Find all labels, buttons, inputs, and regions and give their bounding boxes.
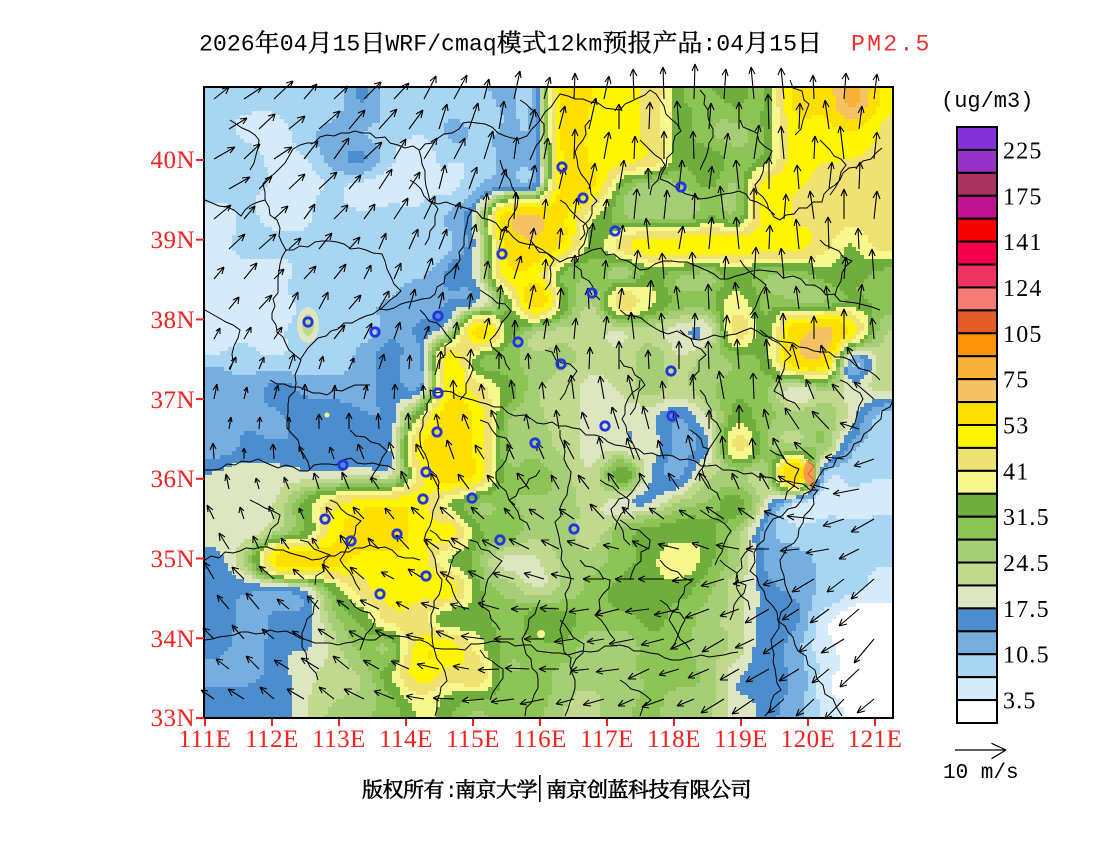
svg-text:175: 175 bbox=[1003, 184, 1043, 210]
svg-text:38N: 38N bbox=[150, 307, 195, 334]
svg-text:12km: 12km bbox=[547, 32, 603, 58]
svg-text:04: 04 bbox=[716, 32, 744, 58]
svg-text:10 m/s: 10 m/s bbox=[943, 762, 1019, 785]
svg-text:121E: 121E bbox=[848, 726, 903, 753]
svg-text:113E: 113E bbox=[312, 726, 366, 753]
svg-text:2026: 2026 bbox=[199, 32, 255, 58]
svg-text:3.5: 3.5 bbox=[1003, 689, 1037, 715]
svg-text:53: 53 bbox=[1003, 414, 1029, 440]
svg-text:33N: 33N bbox=[150, 705, 195, 732]
svg-text:39N: 39N bbox=[150, 227, 195, 254]
svg-text::: : bbox=[702, 32, 716, 58]
svg-text:(ug/m3): (ug/m3) bbox=[941, 89, 1033, 114]
svg-text:105: 105 bbox=[1003, 322, 1043, 348]
svg-text:41: 41 bbox=[1003, 459, 1029, 485]
svg-text:WRF/cmaq: WRF/cmaq bbox=[385, 32, 496, 58]
svg-text:15: 15 bbox=[769, 32, 797, 58]
svg-text:15: 15 bbox=[333, 32, 361, 58]
svg-text:10.5: 10.5 bbox=[1003, 643, 1050, 669]
svg-text:115E: 115E bbox=[446, 726, 500, 753]
svg-text:141: 141 bbox=[1003, 230, 1043, 256]
svg-text:112E: 112E bbox=[245, 726, 299, 753]
svg-text:04: 04 bbox=[280, 32, 308, 58]
svg-text:124: 124 bbox=[1003, 276, 1043, 302]
svg-text:34N: 34N bbox=[150, 626, 195, 653]
svg-text:40N: 40N bbox=[150, 147, 195, 174]
svg-text:225: 225 bbox=[1003, 138, 1043, 164]
svg-text:114E: 114E bbox=[379, 726, 433, 753]
svg-text:37N: 37N bbox=[150, 387, 195, 414]
svg-text:120E: 120E bbox=[781, 726, 836, 753]
svg-text:24.5: 24.5 bbox=[1003, 551, 1050, 577]
svg-text:111E: 111E bbox=[179, 726, 232, 753]
svg-text:17.5: 17.5 bbox=[1003, 597, 1050, 623]
svg-text:31.5: 31.5 bbox=[1003, 505, 1050, 531]
svg-text:PM2.5: PM2.5 bbox=[851, 32, 932, 58]
svg-text:75: 75 bbox=[1003, 368, 1029, 394]
svg-text:117E: 117E bbox=[580, 726, 634, 753]
svg-text::: : bbox=[445, 781, 458, 804]
svg-text:118E: 118E bbox=[647, 726, 701, 753]
svg-text:119E: 119E bbox=[714, 726, 768, 753]
svg-text:36N: 36N bbox=[150, 466, 195, 493]
svg-text:35N: 35N bbox=[150, 546, 195, 573]
svg-text:116E: 116E bbox=[513, 726, 567, 753]
